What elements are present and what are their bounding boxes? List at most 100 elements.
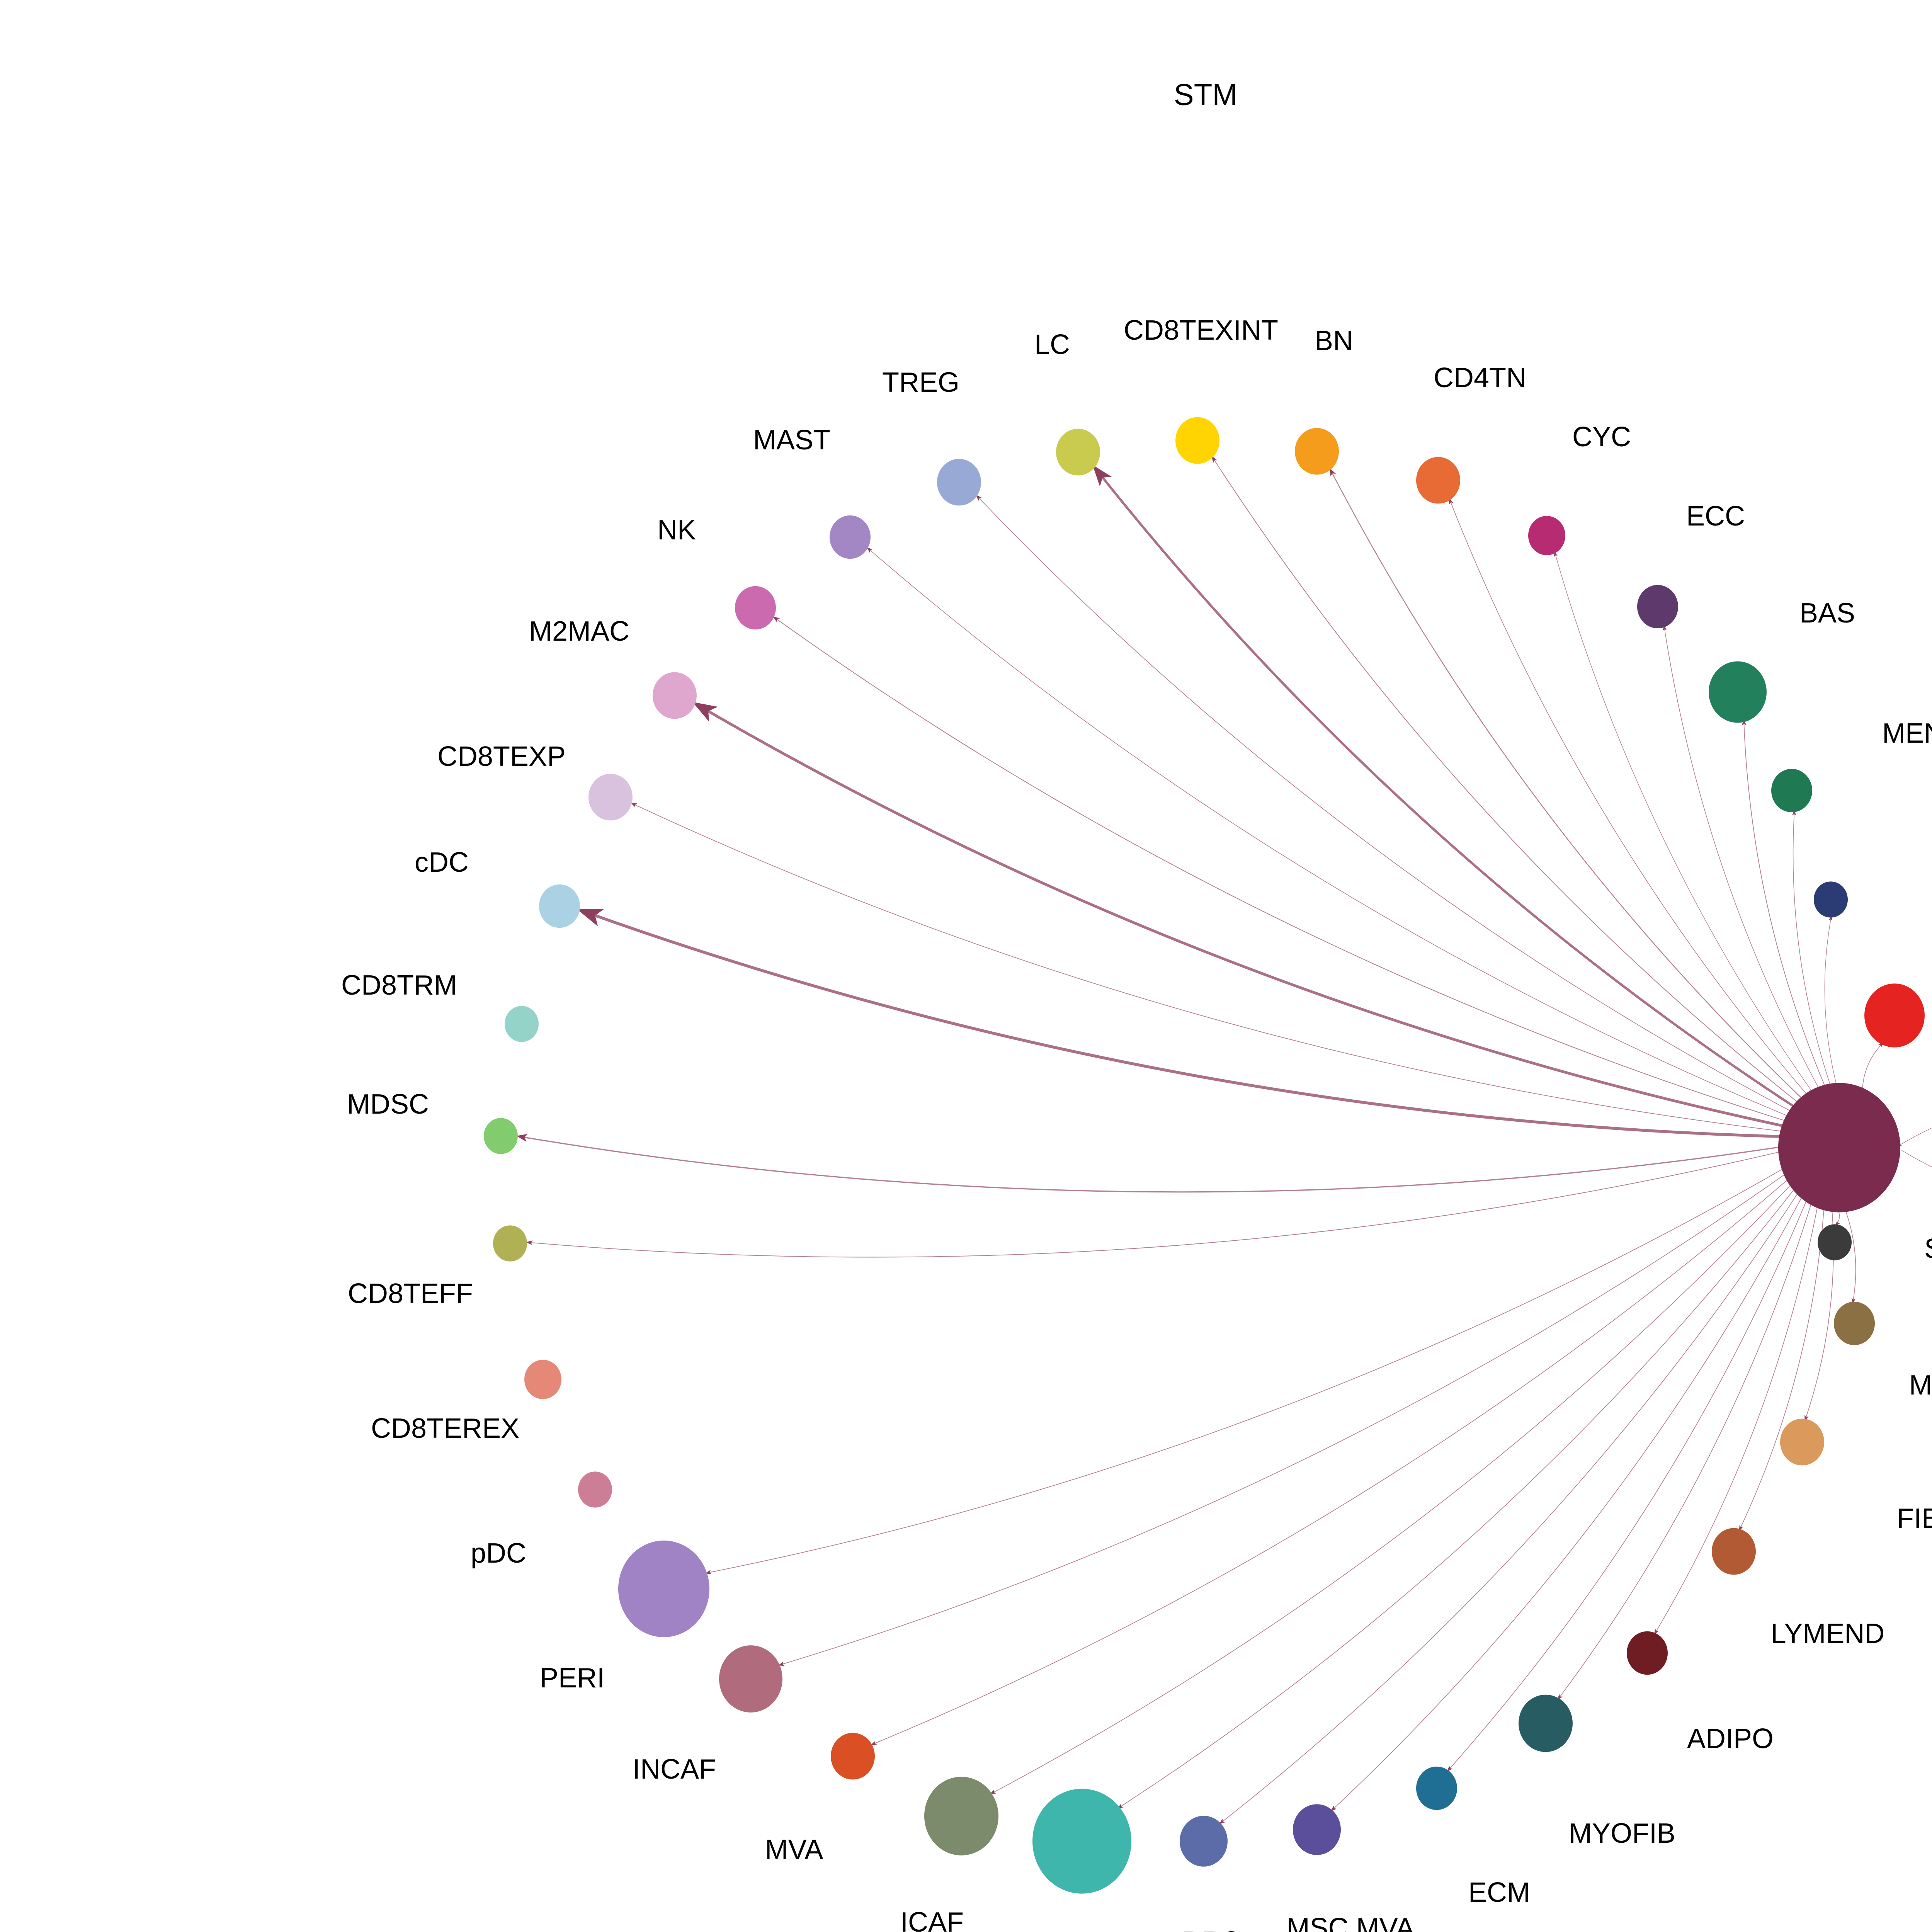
edge-STM-to-BAS xyxy=(1742,719,1827,1090)
node-cDC[interactable] xyxy=(539,884,580,928)
node-ECM[interactable] xyxy=(1416,1766,1457,1810)
node-label-ICAF: ICAF xyxy=(900,1907,964,1932)
edge-STM-to-CD8TEXP xyxy=(631,803,1782,1132)
node-CD4TN[interactable] xyxy=(1416,457,1460,504)
edge-STM-to-PVA xyxy=(1117,1188,1796,1809)
node-ADIPO[interactable] xyxy=(1627,1631,1668,1675)
node-CD8TRM[interactable] xyxy=(505,1006,539,1042)
node-label-TREG: TREG xyxy=(882,367,960,398)
node-label-LC: LC xyxy=(1034,329,1070,360)
edge-STM-to-MVA xyxy=(870,1179,1789,1745)
node-label-MSC.PVA: MSC.PVA xyxy=(1909,1370,1932,1401)
node-CD8TEREX[interactable] xyxy=(524,1360,561,1399)
edge-STM-to-ECM xyxy=(1447,1198,1808,1772)
node-CYC[interactable] xyxy=(1528,516,1565,555)
node-label-CYC: CYC xyxy=(1572,422,1631,452)
node-label-CD8TRM: CD8TRM xyxy=(341,970,457,1001)
node-label-MDSC: MDSC xyxy=(347,1089,429,1120)
node-PERI[interactable] xyxy=(618,1540,709,1638)
node-ICAF[interactable] xyxy=(924,1777,998,1855)
edge-STM-to-ICAF xyxy=(990,1184,1792,1794)
node-DIF[interactable] xyxy=(1864,983,1925,1048)
edge-STM-to-DIF xyxy=(1862,1042,1884,1093)
node-SMC[interactable] xyxy=(1818,1224,1852,1260)
edge-STM-to-ECC xyxy=(1663,625,1821,1091)
node-STM[interactable] xyxy=(1778,1083,1900,1213)
node-label-MEN: MEN xyxy=(1882,718,1932,749)
node-PIL[interactable] xyxy=(1814,881,1848,918)
edge-self-loop xyxy=(1897,1128,1932,1167)
node-CD8TEXP[interactable] xyxy=(588,774,633,821)
node-label-NK: NK xyxy=(657,515,696,546)
edge-STM-to-LC xyxy=(1092,464,1796,1109)
node-INCAF[interactable] xyxy=(719,1645,782,1713)
edge-STM-to-M2MAC xyxy=(692,702,1784,1128)
node-label-PERI: PERI xyxy=(539,1663,605,1694)
node-MSC.MVA[interactable] xyxy=(1293,1804,1341,1855)
node-label-MAST: MAST xyxy=(753,425,831,456)
node-label-ECM: ECM xyxy=(1468,1877,1530,1908)
edge-STM-to-MAST xyxy=(866,547,1789,1117)
node-label-pDC: pDC xyxy=(470,1538,527,1569)
node-BN[interactable] xyxy=(1295,428,1339,475)
node-label-M2MAC: M2MAC xyxy=(529,616,630,647)
node-NK[interactable] xyxy=(735,586,776,630)
node-LYMEND[interactable] xyxy=(1712,1528,1756,1575)
node-label-ECC: ECC xyxy=(1686,501,1745,532)
edge-STM-to-MDSC xyxy=(516,1134,1780,1193)
node-label-BAS: BAS xyxy=(1799,598,1855,629)
node-label-CD8TEFF: CD8TEFF xyxy=(348,1278,473,1309)
edge-STM-to-DPC xyxy=(1219,1191,1799,1825)
edge-STM-to-LYMEND xyxy=(1739,1205,1825,1531)
node-MYOFIB[interactable] xyxy=(1519,1694,1573,1752)
node-label-SMC: SMC xyxy=(1924,1233,1932,1265)
node-label-BN: BN xyxy=(1314,325,1354,356)
edge-STM-to-MSC.PVA xyxy=(1844,1207,1856,1304)
edge-STM-to-MEN xyxy=(1792,810,1832,1088)
node-PVA[interactable] xyxy=(1032,1789,1131,1894)
node-pDC[interactable] xyxy=(578,1471,612,1508)
node-TREG[interactable] xyxy=(937,459,981,506)
node-CD8TEFF[interactable] xyxy=(493,1225,527,1262)
edge-STM-to-PIL xyxy=(1824,915,1838,1088)
edge-STM-to-MYOFIB xyxy=(1557,1201,1813,1701)
node-label-MSC.MVA: MSC.MVA xyxy=(1286,1913,1415,1932)
node-MSC.PVA[interactable] xyxy=(1834,1301,1875,1345)
edge-STM-to-cDC xyxy=(576,908,1781,1138)
nodes-group xyxy=(484,417,1925,1894)
node-label-INCAF: INCAF xyxy=(633,1754,716,1785)
edge-STM-to-PERI xyxy=(705,1168,1784,1575)
edge-STM-to-BN xyxy=(1329,468,1804,1100)
node-label-cDC: cDC xyxy=(415,847,469,878)
node-ECC[interactable] xyxy=(1637,585,1678,629)
node-label-CD4TN: CD4TN xyxy=(1433,362,1527,393)
node-label-FIB: FIB xyxy=(1896,1503,1932,1534)
page-title: STM xyxy=(1173,77,1238,112)
node-LC[interactable] xyxy=(1056,429,1100,476)
edge-STM-to-INCAF xyxy=(778,1173,1786,1666)
node-MEN[interactable] xyxy=(1771,769,1812,813)
edge-STM-to-CYC xyxy=(1554,551,1814,1094)
node-BAS[interactable] xyxy=(1709,661,1767,723)
node-label-MYOFIB: MYOFIB xyxy=(1568,1818,1676,1849)
node-MVA[interactable] xyxy=(831,1733,875,1780)
node-label-MVA: MVA xyxy=(765,1834,823,1865)
edge-STM-to-TREG xyxy=(976,495,1792,1112)
edge-STM-to-NK xyxy=(772,616,1786,1121)
node-label-CD8TEXINT: CD8TEXINT xyxy=(1123,315,1279,346)
node-label-CD8TEXP: CD8TEXP xyxy=(437,741,566,772)
node-DPC[interactable] xyxy=(1180,1816,1228,1867)
node-M2MAC[interactable] xyxy=(653,672,697,719)
edge-STM-to-CD4TN xyxy=(1449,498,1809,1097)
node-label-DPC: DPC xyxy=(1182,1926,1241,1932)
node-label-CD8TEREX: CD8TEREX xyxy=(371,1413,520,1444)
edges-group xyxy=(516,456,1932,1825)
node-MAST[interactable] xyxy=(830,515,871,559)
node-CD8TEXINT[interactable] xyxy=(1175,417,1219,464)
node-label-ADIPO: ADIPO xyxy=(1687,1723,1774,1754)
edge-STM-to-CD8TEXINT xyxy=(1211,456,1799,1104)
node-MDSC[interactable] xyxy=(484,1118,518,1154)
node-FIB[interactable] xyxy=(1780,1418,1824,1466)
